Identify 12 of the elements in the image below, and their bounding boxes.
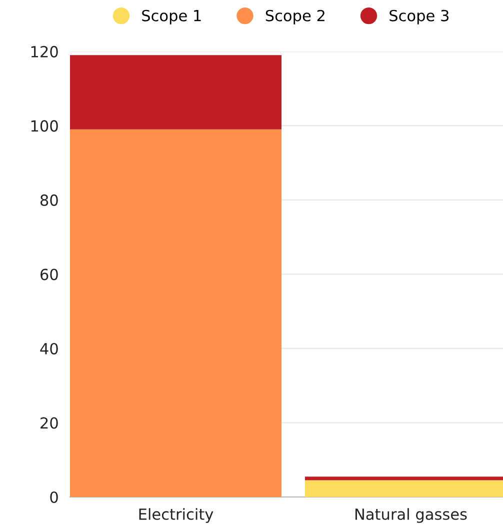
y-tick-label: 120 [31, 46, 58, 58]
x-tick-label: Natural gasses [355, 508, 467, 523]
y-tick-label: 80 [40, 194, 58, 206]
legend-label: Scope 2 [266, 10, 324, 24]
y-tick-label: 60 [40, 268, 58, 280]
legend-label: Scope 1 [142, 10, 201, 24]
y-tick-label: 100 [31, 120, 58, 132]
y-tick-label: 0 [50, 491, 58, 504]
y-tick-label: 20 [40, 417, 58, 429]
y-tick-label: 40 [40, 342, 58, 355]
x-tick-label: Electricity [139, 508, 214, 523]
legend-label: Scope 3 [390, 10, 449, 24]
